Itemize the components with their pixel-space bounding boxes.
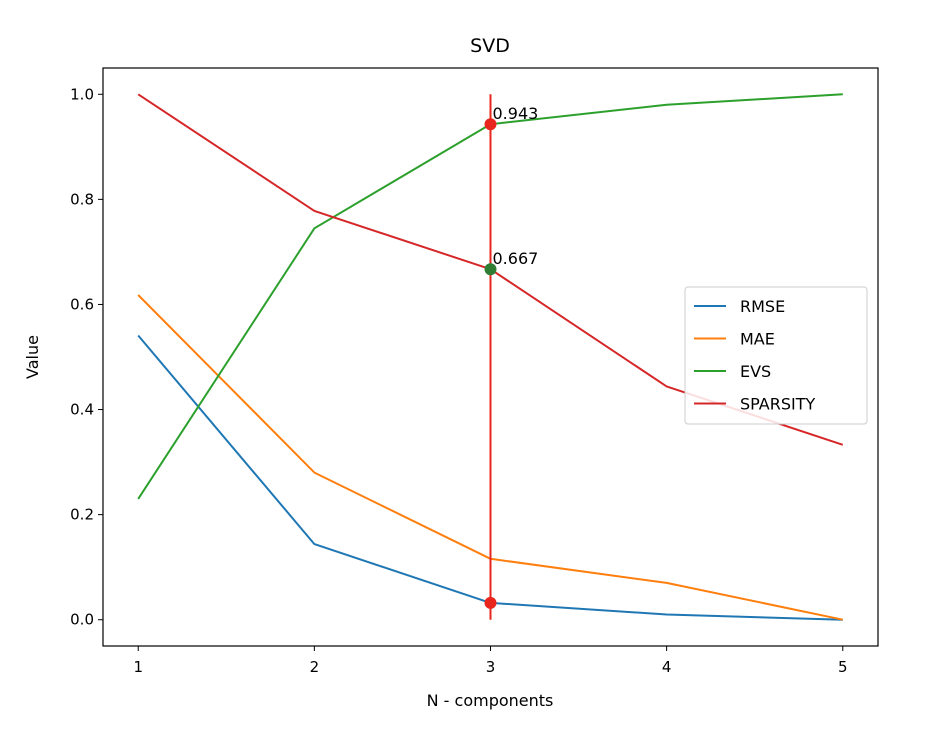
x-tick-label: 2: [310, 658, 320, 676]
y-tick-label: 0.4: [70, 401, 94, 419]
plot-area: 0.943 0.667 1 2 3 4 5 0.0 0.2 0.4 0.6 0.8 1.0 RMSE MAE…: [70, 67, 879, 676]
legend-box: [684, 286, 868, 425]
y-tick-label: 0.6: [70, 295, 94, 313]
marked-point-1: [484, 118, 497, 131]
legend-label-evs: EVS: [740, 362, 771, 381]
chart-title: SVD: [470, 35, 510, 57]
y-tick-label: 0.8: [70, 190, 94, 208]
x-tick-label: 4: [662, 658, 672, 676]
y-tick-label: 1.0: [70, 85, 94, 103]
marked-point-2: [484, 263, 497, 276]
legend-label-rmse: RMSE: [740, 297, 785, 316]
x-tick-label: 5: [838, 658, 848, 676]
x-tick-label: 3: [486, 658, 496, 676]
y-tick-label: 0.0: [70, 611, 94, 629]
annotation-label-2: 0.667: [493, 249, 539, 268]
y-axis-label: Value: [23, 335, 42, 379]
legend: RMSE MAE EVS SPARSITY: [684, 286, 868, 425]
y-tick-label: 0.2: [70, 506, 94, 524]
legend-label-sparsity: SPARSITY: [740, 395, 815, 414]
marked-point-3: [484, 596, 497, 609]
annotation-label-1: 0.943: [493, 104, 539, 123]
x-tick-label: 1: [133, 658, 143, 676]
x-axis-label: N - components: [427, 691, 554, 710]
legend-label-mae: MAE: [740, 330, 775, 349]
